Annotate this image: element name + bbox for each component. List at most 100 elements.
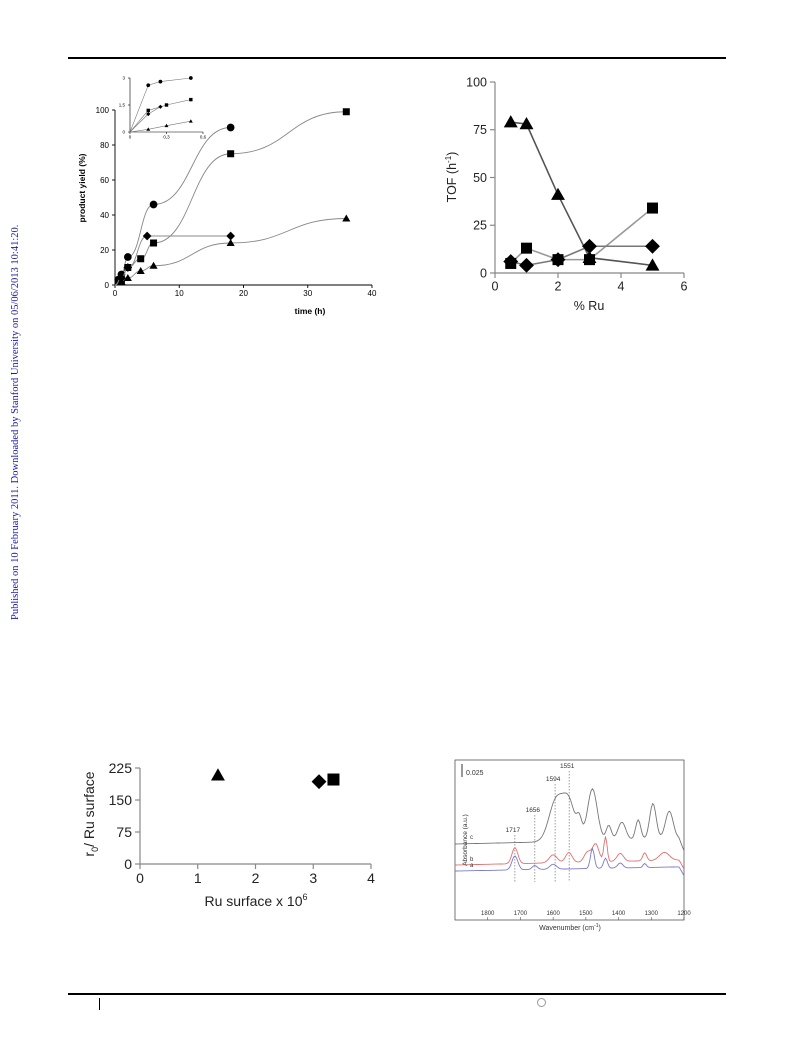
r0-chart: 0 1 2 3 4 0 75 150 225 Ru surface x 106 r0/ Ru s… — [81, 760, 375, 909]
r0-chart-xlabel: Ru surface x 106 — [204, 892, 307, 909]
tof-point-triangle — [519, 117, 534, 130]
yield-series-diamond-curve — [114, 235, 231, 286]
ir-spectrum-a — [455, 847, 685, 877]
yield-point-square — [137, 255, 145, 263]
yield-inset-y-tick-label: 3 — [122, 76, 125, 81]
r0-point-square — [327, 773, 340, 786]
yield-point-circle — [124, 253, 132, 261]
yield-inset-y-tick-label: 1,5 — [119, 103, 126, 108]
tof-x-tick-label: 0 — [492, 280, 499, 294]
r0-y-tick-label: 225 — [109, 760, 133, 776]
tof-point-square — [647, 202, 658, 214]
yield-point-diamond — [226, 231, 235, 241]
yield-inset-x-tick-label: 0,3 — [163, 135, 170, 140]
yield-y-tick-label: 60 — [100, 176, 109, 185]
yield-point-triangle — [123, 273, 132, 282]
yield-chart-xlabel: time (h) — [295, 306, 326, 316]
r0-x-tick-label: 4 — [367, 870, 375, 886]
ir-peak-label: 1594 — [546, 776, 561, 783]
ir-peak-label: 1551 — [560, 763, 575, 770]
r0-point-diamond — [311, 774, 327, 790]
yield-point-triangle — [136, 266, 145, 275]
yield-inset-square-line — [129, 99, 191, 133]
tof-point-square — [521, 242, 532, 254]
r0-point-triangle — [211, 768, 225, 781]
yield-x-tick-label: 10 — [175, 289, 184, 298]
tof-point-triangle — [503, 115, 518, 128]
ir-spectrum-c — [455, 788, 685, 851]
yield-point-square — [227, 150, 235, 158]
tof-y-tick-label: 25 — [473, 219, 487, 233]
tof-y-tick-label: 0 — [480, 266, 487, 280]
yield-point-triangle — [117, 277, 126, 285]
tof-series-square-line — [510, 207, 654, 265]
yield-chart: 0 10 20 30 40 0 20 40 60 80 100 0 0,3 0,6 0 1,5 3 time (… — [77, 76, 377, 316]
yield-y-tick-label: 0 — [105, 281, 110, 290]
tof-y-tick-label: 50 — [473, 171, 487, 185]
yield-inset-point-circle — [158, 79, 163, 84]
tof-point-diamond — [519, 257, 534, 273]
yield-inset-x-tick-label: 0,6 — [200, 135, 207, 140]
yield-point-circle — [149, 200, 158, 209]
tof-series-triangle-line — [510, 121, 653, 267]
yield-inset-point-square — [164, 103, 169, 107]
tof-point-triangle — [645, 258, 660, 271]
yield-inset-point-triangle — [146, 127, 151, 131]
r0-x-tick-label: 2 — [252, 870, 260, 886]
tof-chart: 0 2 4 6 0 25 50 75 100 % Ru TOF (h-1) — [444, 75, 688, 313]
publication-sidebar-text: Published on 10 February 2011. Downloade… — [10, 224, 21, 620]
ir-x-tick-label: 1700 — [514, 911, 528, 917]
header-rule — [68, 57, 726, 59]
ir-spectrum-label-b: b — [470, 857, 474, 863]
yield-series-square-curve — [114, 111, 347, 286]
yield-inset-point-diamond — [158, 104, 163, 109]
yield-series-triangle-curve — [114, 218, 347, 286]
ir-x-tick-label: 1500 — [579, 911, 593, 917]
yield-point-triangle — [226, 238, 235, 247]
tof-point-diamond — [582, 238, 597, 254]
yield-y-tick-label: 100 — [96, 106, 110, 115]
ir-spectrum-frame — [454, 759, 685, 921]
ir-x-tick-label: 1400 — [612, 911, 626, 917]
tof-x-tick-label: 4 — [618, 280, 625, 294]
tof-y-tick-label: 100 — [466, 75, 487, 89]
yield-y-tick-label: 80 — [100, 141, 109, 150]
tof-y-tick-label: 75 — [473, 123, 487, 137]
yield-point-circle — [226, 123, 235, 132]
yield-inset-point-triangle — [164, 123, 169, 128]
yield-inset-point-circle — [146, 83, 151, 88]
ir-x-tick-label: 1800 — [481, 911, 495, 917]
tof-point-diamond — [645, 238, 660, 254]
yield-point-square — [150, 239, 158, 247]
tof-chart-xlabel: % Ru — [574, 299, 605, 313]
r0-x-tick-label: 3 — [309, 870, 317, 886]
yield-inset-point-diamond — [146, 111, 151, 117]
tof-point-diamond — [503, 254, 519, 269]
yield-inset-y-tick-label: 0 — [122, 130, 125, 135]
ir-x-tick-label: 1600 — [546, 911, 560, 917]
yield-inset-diamond-line — [129, 106, 161, 133]
yield-inset-point-square — [189, 97, 193, 102]
tof-chart-ylabel: TOF (h-1) — [444, 152, 459, 203]
ir-spectrum-chart: 1800 1700 1600 1500 1400 1300 1200 1717 1656 1594… — [454, 759, 691, 932]
footer-circle-icon — [537, 998, 546, 1007]
r0-y-tick-label: 75 — [116, 824, 132, 840]
ir-spectrum-xlabel: Wavenumber (cm-1) — [539, 923, 601, 932]
ir-spectrum-ylabel: Absorbance (a.u.) — [462, 814, 469, 866]
yield-x-tick-label: 40 — [368, 289, 377, 298]
yield-inset-x-tick-label: 0 — [129, 135, 132, 140]
yield-inset-point-square — [146, 108, 150, 113]
yield-series-circle-curve — [114, 127, 231, 286]
yield-point-triangle — [149, 261, 158, 269]
r0-y-tick-label: 150 — [109, 792, 133, 808]
yield-chart-ylabel: product yield (%) — [77, 153, 87, 222]
tof-point-triangle — [551, 187, 565, 200]
tof-x-tick-label: 2 — [555, 280, 562, 294]
yield-inset-point-circle — [188, 76, 193, 80]
ir-spectrum-label-c: c — [470, 835, 473, 841]
yield-point-diamond — [123, 263, 133, 272]
yield-inset-point-triangle — [188, 119, 193, 123]
r0-chart-ylabel: r0/ Ru surface — [81, 771, 100, 856]
yield-point-square — [342, 108, 350, 116]
yield-inset-triangle-line — [129, 120, 191, 133]
